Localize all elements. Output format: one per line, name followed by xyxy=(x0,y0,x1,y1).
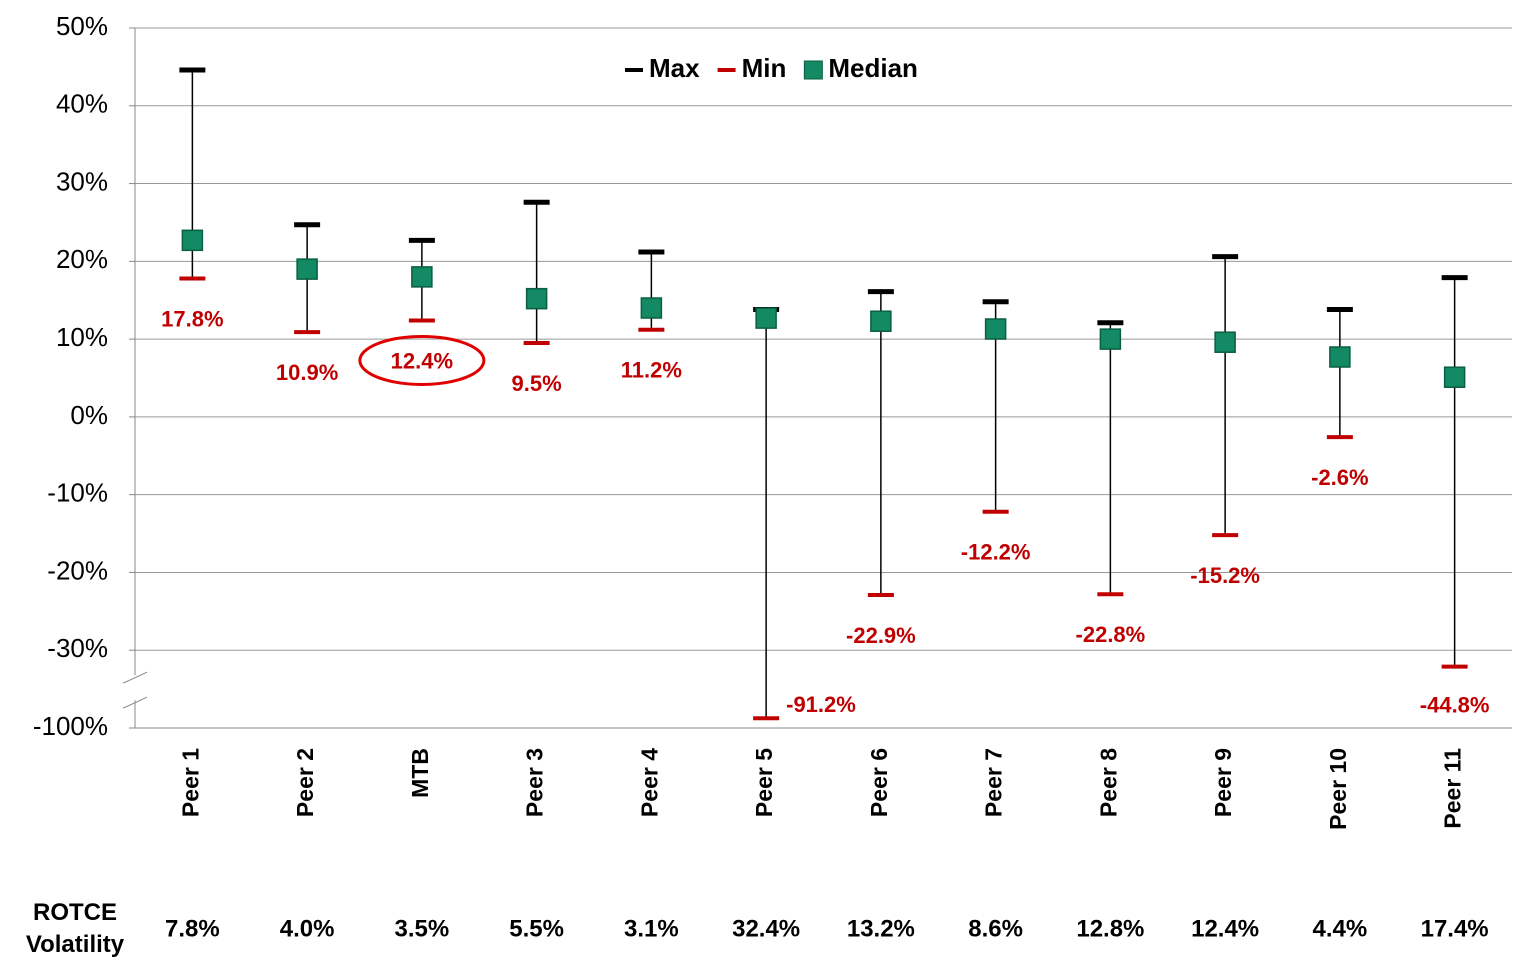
x-tick-label: Peer 7 xyxy=(981,748,1007,817)
min-label: -91.2% xyxy=(786,692,856,717)
min-label: 10.9% xyxy=(276,360,338,385)
volatility-value: 12.8% xyxy=(1076,915,1144,942)
axis-break xyxy=(122,696,148,709)
median-marker xyxy=(1099,328,1122,350)
min-label: -44.8% xyxy=(1420,692,1490,717)
median-marker xyxy=(525,287,548,310)
median-marker xyxy=(1443,366,1466,388)
x-tick-label: Peer 5 xyxy=(751,748,777,817)
y-tick-label: 50% xyxy=(56,11,108,41)
median-marker xyxy=(296,258,318,280)
median-marker xyxy=(755,307,777,329)
y-tick-label: 0% xyxy=(70,400,108,430)
y-tick-label: 20% xyxy=(56,244,108,274)
x-tick-label: Peer 11 xyxy=(1440,748,1466,829)
median-marker xyxy=(870,310,892,332)
x-tick-label: Peer 8 xyxy=(1095,748,1121,817)
x-tick-label: Peer 6 xyxy=(866,748,892,817)
x-tick-label: Peer 4 xyxy=(636,748,662,817)
volatility-value: 12.4% xyxy=(1191,915,1259,942)
volatility-value: 3.5% xyxy=(395,915,450,942)
volatility-value: 7.8% xyxy=(165,915,220,942)
median-marker xyxy=(1214,331,1236,353)
y-tick-label: 10% xyxy=(56,322,108,352)
median-marker xyxy=(984,318,1007,340)
y-tick-label: -20% xyxy=(47,555,108,585)
median-marker xyxy=(640,297,663,319)
volatility-value: 8.6% xyxy=(968,915,1023,942)
highlight-ring xyxy=(358,334,486,386)
y-tick-label: -100% xyxy=(33,711,108,741)
y-tick-label: -30% xyxy=(47,633,108,663)
min-label: -22.9% xyxy=(846,623,916,648)
x-tick-label: Peer 10 xyxy=(1325,748,1351,830)
min-label: -15.2% xyxy=(1190,563,1260,588)
x-tick-label: Peer 3 xyxy=(522,748,548,817)
legend-label: Max xyxy=(649,53,700,83)
min-label: 11.2% xyxy=(621,358,682,383)
volatility-value: 4.0% xyxy=(280,915,335,942)
min-label: 12.4% xyxy=(391,348,453,373)
min-label: 17.8% xyxy=(161,306,223,331)
median-marker xyxy=(411,266,433,288)
legend-label: Median xyxy=(828,53,918,83)
y-tick-label: -10% xyxy=(47,478,108,508)
legend-swatch xyxy=(803,60,823,80)
volatility-value: 3.1% xyxy=(624,915,679,942)
volatility-value: 13.2% xyxy=(847,915,915,942)
x-tick-label: Peer 9 xyxy=(1210,748,1236,817)
median-marker xyxy=(181,229,204,252)
x-tick-label: Peer 1 xyxy=(177,748,203,817)
y-tick-label: 40% xyxy=(56,89,108,119)
legend-label: Min xyxy=(742,53,787,83)
volatility-value: 5.5% xyxy=(509,915,564,942)
volatility-value: 32.4% xyxy=(732,915,800,942)
min-label: 9.5% xyxy=(512,371,562,396)
y-tick-label: 30% xyxy=(56,166,108,196)
volatility-label: ROTCE Volatility xyxy=(26,899,125,958)
min-label: -22.8% xyxy=(1076,622,1146,647)
x-tick-label: MTB xyxy=(407,748,433,798)
median-marker xyxy=(1329,346,1351,368)
min-label: -12.2% xyxy=(961,540,1031,565)
axis-break xyxy=(122,671,148,684)
x-tick-label: Peer 2 xyxy=(292,748,318,817)
volatility-value: 17.4% xyxy=(1421,915,1489,942)
volatility-value: 4.4% xyxy=(1313,915,1368,942)
min-label: -2.6% xyxy=(1311,465,1368,490)
